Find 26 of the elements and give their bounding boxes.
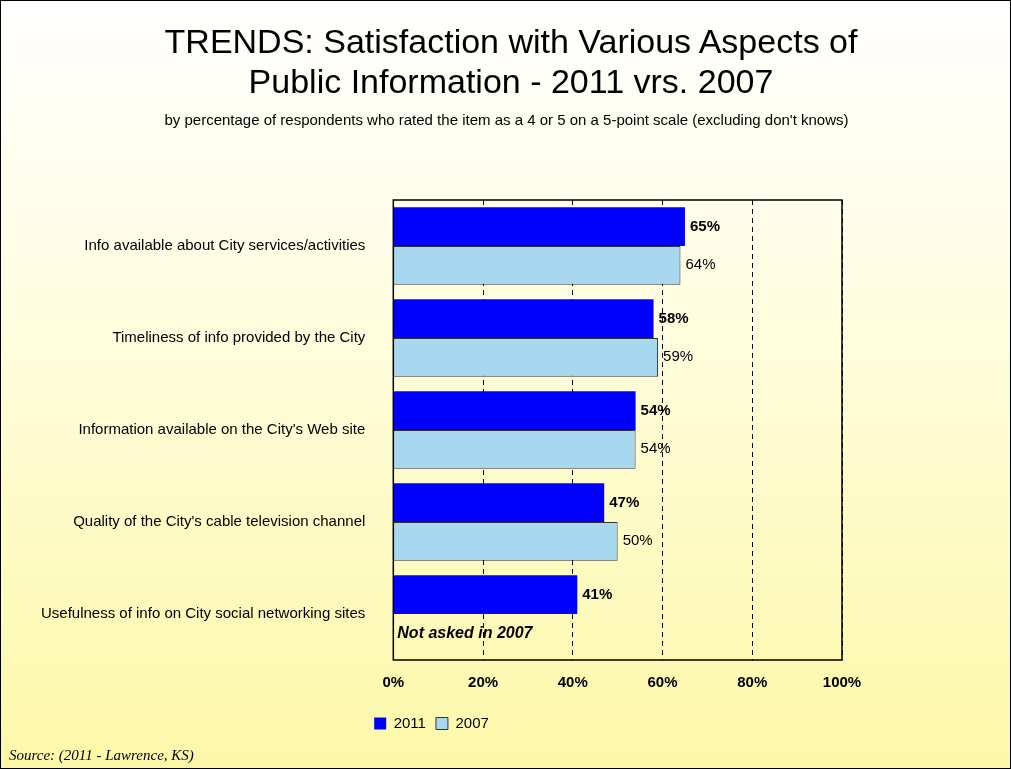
y-tick-label: Usefulness of info on City social networking sites: [40, 604, 366, 622]
y-tick-label: Information available on the City's Web site: [78, 420, 366, 438]
data-label: 64%: [685, 255, 716, 273]
legend-label: 2011: [393, 713, 426, 731]
data-label: 65%: [689, 216, 720, 234]
x-tick-label: 60%: [647, 673, 678, 691]
y-tick-label: Info available about City services/activities: [84, 236, 366, 254]
y-tick-label: Quality of the City's cable television channel: [73, 512, 366, 530]
data-label: 41%: [582, 584, 613, 602]
legend-label: 2007: [455, 713, 489, 731]
y-tick-label: Timeliness of info provided by the City: [112, 328, 366, 346]
data-label: 58%: [658, 308, 689, 326]
x-tick-label: 20%: [468, 673, 499, 691]
x-tick-label: 100%: [822, 673, 862, 691]
data-label: 50%: [622, 531, 653, 549]
annotation: Not asked in 2007: [397, 623, 534, 641]
x-tick-label: 80%: [737, 673, 768, 691]
chart-title: TRENDS: Satisfaction with Various Aspects of Public Information - 2011 vrs. 2007: [163, 21, 859, 101]
data-label: 54%: [640, 439, 671, 457]
x-tick-label: 40%: [557, 673, 588, 691]
chart-subtitle: by percentage of respondents who rated the item as a 4 or 5 on a 5-point scale (excluding don't knows): [163, 111, 850, 128]
x-tick-label: 0%: [382, 673, 405, 691]
data-label: 59%: [663, 347, 694, 365]
source-note: Source: (2011 - Lawrence, KS): [9, 747, 194, 764]
data-label: 47%: [609, 492, 640, 510]
data-label: 54%: [640, 400, 671, 418]
